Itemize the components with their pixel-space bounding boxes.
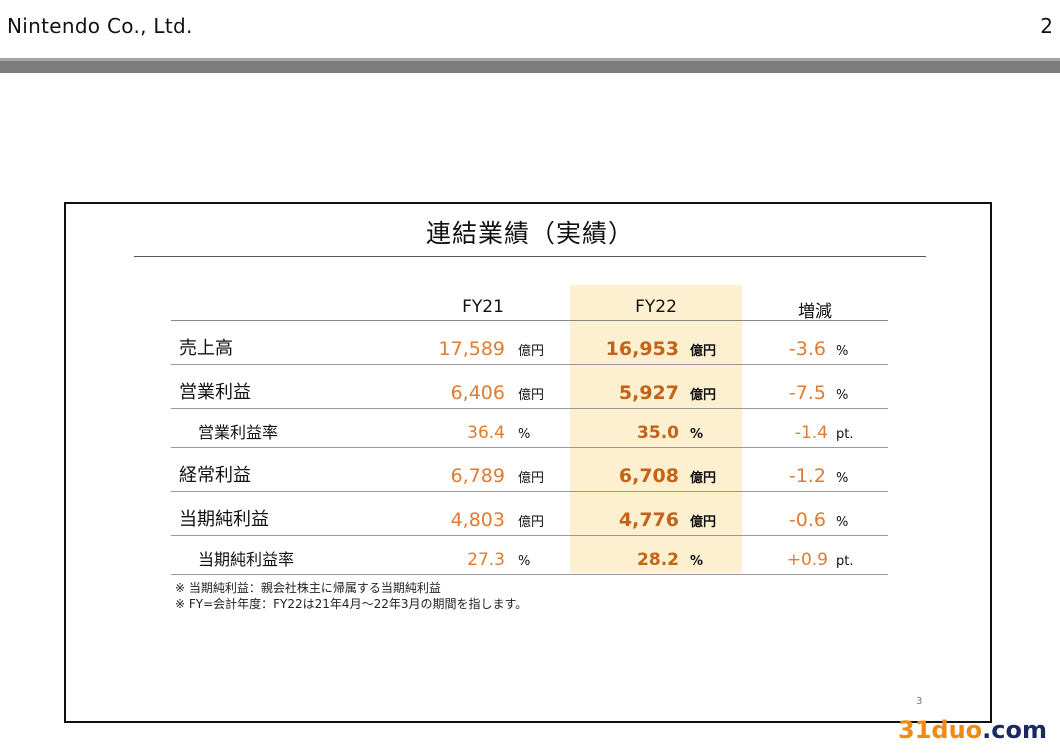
row-label: 当期純利益 [179, 509, 269, 530]
row-label: 営業利益率 [198, 423, 279, 442]
table-row: 当期純利益率 27.3 % 28.2 % +0.9 pt. [171, 536, 888, 575]
table-row: 経常利益 6,789 億円 6,708 億円 -1.2 % [171, 448, 888, 492]
fy21-unit: 億円 [518, 471, 545, 486]
fy22-unit: % [690, 554, 704, 569]
row-divider [171, 491, 888, 492]
table-row: 当期純利益 4,803 億円 4,776 億円 -0.6 % [171, 492, 888, 536]
watermark-part2: .com [982, 716, 1047, 744]
change-value: -1.2 [788, 465, 826, 487]
fy22-value: 6,708 [618, 465, 679, 487]
change-value: -0.6 [788, 509, 826, 531]
row-divider [171, 364, 888, 365]
change-unit: % [836, 388, 849, 403]
company-name: Nintendo Co., Ltd. [7, 14, 193, 38]
fy22-column-highlight [570, 285, 742, 573]
slide-title: 連結業績（実績） [425, 219, 634, 248]
column-header-fy22: FY22 [635, 297, 677, 317]
row-divider [171, 447, 888, 448]
fy21-unit: 億円 [518, 515, 545, 530]
title-divider [134, 256, 926, 257]
header-divider [171, 320, 888, 321]
fy21-unit: 億円 [518, 388, 545, 403]
fy21-value: 36.4 [467, 423, 505, 443]
fy22-unit: 億円 [690, 344, 717, 359]
fy21-value: 17,589 [438, 338, 505, 360]
watermark-logo: 31duo.com [898, 716, 1047, 744]
fy21-value: 4,803 [450, 509, 505, 531]
fy21-unit: % [518, 554, 531, 569]
row-label: 売上高 [179, 338, 233, 359]
change-unit: pt. [836, 427, 854, 442]
change-value: -3.6 [788, 338, 826, 360]
fy22-value: 16,953 [605, 338, 679, 360]
slide-frame [64, 202, 992, 723]
table-row: 売上高 17,589 億円 16,953 億円 -3.6 % [171, 321, 888, 365]
fy21-unit: 億円 [518, 344, 545, 359]
fy22-unit: 億円 [690, 388, 717, 403]
table-row: 営業利益 6,406 億円 5,927 億円 -7.5 % [171, 365, 888, 409]
fy22-value: 35.0 [637, 423, 679, 443]
fy21-value: 6,406 [450, 382, 505, 404]
fy22-value: 4,776 [618, 509, 679, 531]
footnote-fiscal-year: ※ FY=会計年度：FY22は21年4月～22年3月の期間を指します。 [175, 597, 528, 611]
fy22-unit: 億円 [690, 515, 717, 530]
change-value: +0.9 [786, 550, 828, 570]
header-bar-highlight [0, 58, 1060, 61]
watermark-part1: 31duo [898, 716, 983, 744]
header-bar [0, 58, 1060, 73]
page-number: 2 [1040, 14, 1053, 38]
change-unit: pt. [836, 554, 854, 569]
fy22-value: 5,927 [618, 382, 679, 404]
fy22-unit: % [690, 427, 704, 442]
row-divider [171, 408, 888, 409]
column-header-fy21: FY21 [462, 297, 504, 317]
slide-number: 3 [916, 696, 923, 707]
change-value: -1.4 [794, 423, 828, 443]
fy21-value: 27.3 [467, 550, 505, 570]
column-header-change: 増減 [798, 302, 832, 322]
change-unit: % [836, 515, 849, 530]
fy21-value: 6,789 [450, 465, 505, 487]
fy22-unit: 億円 [690, 471, 717, 486]
footnote-net-income: ※ 当期純利益：親会社株主に帰属する当期純利益 [175, 581, 441, 595]
fy21-unit: % [518, 427, 531, 442]
row-label: 営業利益 [179, 382, 251, 403]
fy22-value: 28.2 [637, 550, 679, 570]
change-unit: % [836, 344, 849, 359]
row-divider [171, 574, 888, 575]
row-divider [171, 535, 888, 536]
row-label: 経常利益 [179, 465, 251, 486]
change-value: -7.5 [788, 382, 826, 404]
row-label: 当期純利益率 [198, 550, 295, 569]
table-row: 営業利益率 36.4 % 35.0 % -1.4 pt. [171, 409, 888, 448]
change-unit: % [836, 471, 849, 486]
